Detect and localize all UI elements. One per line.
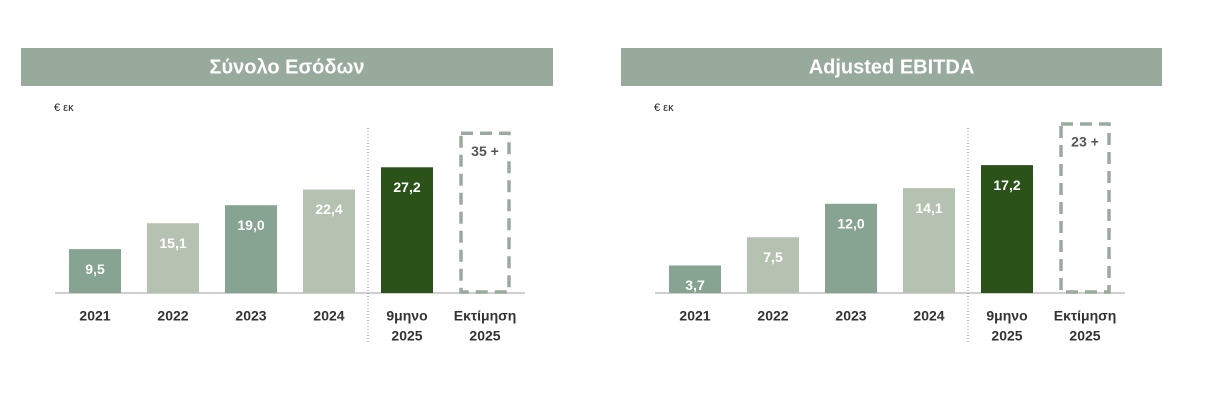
- chart: Σύνολο Εσόδων € εκ 9,5 2021 15,1 2022 19,0 2023…: [21, 48, 553, 344]
- value-label: 27,2: [393, 179, 420, 195]
- value-label: 23 +: [1071, 134, 1099, 150]
- x-tick-label: 9μηνο: [386, 308, 427, 324]
- x-tick-label: 2025: [469, 328, 500, 344]
- chart-title: Adjusted EBITDA: [809, 56, 975, 78]
- bar: [69, 249, 121, 293]
- x-tick-label: 2025: [991, 328, 1022, 344]
- x-tick-label: 2021: [679, 308, 710, 324]
- estimate-bar: [459, 131, 511, 294]
- value-label: 17,2: [993, 177, 1020, 193]
- value-label: 14,1: [915, 200, 942, 216]
- unit-label: € εκ: [54, 102, 74, 114]
- x-tick-label: 2022: [757, 308, 788, 324]
- bar: [147, 223, 199, 293]
- value-label: 9,5: [85, 261, 105, 277]
- title-bar: [21, 48, 553, 86]
- bar: [747, 237, 799, 293]
- x-tick-label: 2024: [913, 308, 944, 324]
- bar: [825, 203, 877, 293]
- x-tick-label: 2022: [157, 308, 188, 324]
- bar: [381, 167, 433, 293]
- bar: [669, 265, 721, 293]
- x-tick-label: 2025: [1069, 328, 1100, 344]
- x-tick-label: 2024: [313, 308, 344, 324]
- chart: Adjusted EBITDA € εκ 3,7 2021 7,5 2022 12,0 202…: [621, 48, 1162, 344]
- value-label: 15,1: [159, 235, 186, 251]
- bar: [903, 188, 955, 293]
- unit-label: € εκ: [654, 102, 674, 114]
- x-tick-label: 2023: [835, 308, 866, 324]
- x-tick-label: 9μηνο: [986, 308, 1027, 324]
- value-label: 12,0: [837, 215, 864, 231]
- x-tick-label: 2021: [79, 308, 110, 324]
- value-label: 19,0: [237, 217, 264, 233]
- bar: [981, 165, 1033, 293]
- x-tick-label: 2023: [235, 308, 266, 324]
- x-tick-label: Εκτίμηση: [1054, 308, 1117, 324]
- value-label: 3,7: [685, 277, 705, 293]
- estimate-bar: [1059, 122, 1111, 294]
- x-tick-label: 2025: [391, 328, 422, 344]
- x-tick-label: Εκτίμηση: [454, 308, 517, 324]
- bar: [303, 189, 355, 293]
- value-label: 35 +: [471, 143, 499, 159]
- bar: [225, 205, 277, 293]
- value-label: 7,5: [763, 249, 783, 265]
- chart-title: Σύνολο Εσόδων: [209, 56, 364, 78]
- title-bar: [621, 48, 1162, 86]
- value-label: 22,4: [315, 201, 342, 217]
